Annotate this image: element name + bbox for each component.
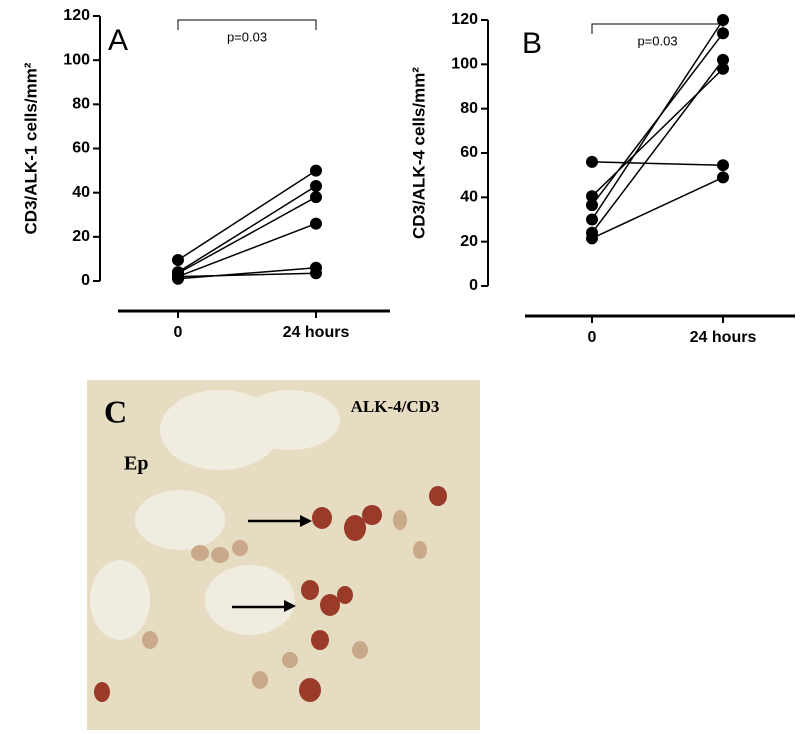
data-point xyxy=(717,159,729,172)
data-point xyxy=(717,171,729,184)
cell xyxy=(337,586,353,604)
data-point xyxy=(586,155,598,168)
region-label: Ep xyxy=(124,453,148,475)
data-point xyxy=(172,270,184,283)
series-line xyxy=(177,272,317,278)
photo-region xyxy=(135,490,225,550)
series-line xyxy=(591,176,724,240)
cell xyxy=(191,545,209,561)
data-point xyxy=(717,62,729,75)
series-line xyxy=(177,267,317,280)
panel-label: C xyxy=(104,393,127,429)
cell xyxy=(142,631,158,649)
cell xyxy=(362,505,382,525)
y-tick-label: 120 xyxy=(451,11,478,28)
cell xyxy=(252,671,268,689)
significance-bracket xyxy=(177,19,317,30)
panel-label: B xyxy=(522,27,542,60)
cell xyxy=(299,678,321,702)
y-tick-label: 120 xyxy=(63,7,90,24)
series-line xyxy=(591,68,724,197)
y-tick-label: 80 xyxy=(460,100,478,117)
series-line xyxy=(177,185,317,273)
data-point xyxy=(310,267,322,280)
series-line xyxy=(177,169,317,261)
cell xyxy=(352,641,368,659)
y-tick-label: 60 xyxy=(72,140,90,157)
y-axis-label: CD3/ALK-4 cells/mm² xyxy=(409,67,428,239)
y-tick-label: 0 xyxy=(469,277,478,294)
y-tick-label: 20 xyxy=(460,233,478,250)
cell xyxy=(311,630,329,650)
cell xyxy=(301,580,319,600)
y-tick-label: 40 xyxy=(460,189,478,206)
cell xyxy=(232,540,248,556)
cell xyxy=(282,652,298,668)
x-tick-label: 24 hours xyxy=(690,329,757,346)
y-tick-label: 100 xyxy=(63,51,90,68)
y-tick-label: 40 xyxy=(72,184,90,201)
photo-region xyxy=(240,390,340,450)
cell xyxy=(344,515,366,541)
cell xyxy=(393,510,407,530)
cell xyxy=(429,486,447,506)
data-point xyxy=(586,213,598,226)
arrow-head xyxy=(284,600,296,612)
cell xyxy=(320,594,340,616)
series-line xyxy=(591,161,724,166)
y-tick-label: 60 xyxy=(460,144,478,161)
cell xyxy=(312,507,332,529)
cell xyxy=(94,682,110,702)
data-point xyxy=(172,254,184,267)
annotation: p=0.03 xyxy=(637,33,677,48)
y-tick-label: 0 xyxy=(81,272,90,289)
data-point xyxy=(717,27,729,40)
data-point xyxy=(717,53,729,66)
series-line xyxy=(591,19,724,220)
y-axis-label: CD3/ALK-1 cells/mm² xyxy=(21,62,40,234)
annotation: p=0.03 xyxy=(227,29,267,44)
data-point xyxy=(310,180,322,193)
series-line xyxy=(591,59,724,234)
y-tick-label: 80 xyxy=(72,96,90,113)
data-point xyxy=(586,199,598,212)
x-tick-label: 0 xyxy=(174,324,183,341)
x-tick-label: 0 xyxy=(588,329,597,346)
cell xyxy=(211,547,229,563)
x-tick-label: 24 hours xyxy=(283,324,350,341)
data-point xyxy=(310,164,322,177)
arrow-head xyxy=(300,515,312,527)
cell xyxy=(413,541,427,559)
unstained-cells xyxy=(142,510,427,689)
data-point xyxy=(310,191,322,204)
series-line xyxy=(177,222,317,278)
panel-label: A xyxy=(108,24,128,57)
photo-region xyxy=(90,560,150,640)
data-point xyxy=(586,232,598,245)
data-point xyxy=(586,190,598,203)
micrograph: C Ep ALK-4/CD3 xyxy=(87,380,480,730)
photo-region xyxy=(205,565,295,635)
series-line xyxy=(177,196,317,274)
data-point xyxy=(717,14,729,26)
stained-cells xyxy=(94,486,447,702)
stain-label: ALK-4/CD3 xyxy=(351,397,440,416)
y-tick-label: 20 xyxy=(72,228,90,245)
data-point xyxy=(310,217,322,230)
y-tick-label: 100 xyxy=(451,56,478,73)
